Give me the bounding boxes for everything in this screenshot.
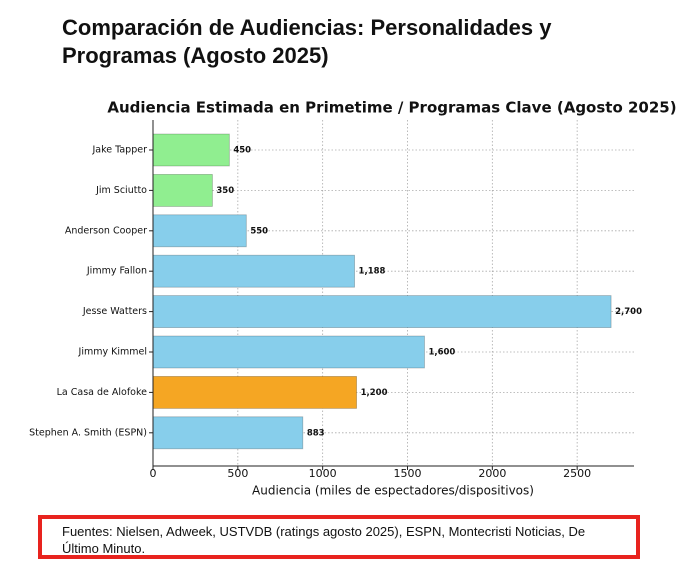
x-axis-label: Audiencia (miles de espectadores/disposi…: [252, 484, 534, 498]
x-tick-label: 2000: [478, 467, 506, 480]
value-label: 450: [233, 146, 251, 156]
x-tick-label: 0: [150, 467, 157, 480]
chart-title: Audiencia Estimada en Primetime / Progra…: [107, 99, 676, 117]
bar: [152, 295, 612, 329]
value-label: 883: [307, 428, 325, 438]
y-tick-label: Jim Sciutto: [95, 185, 147, 196]
y-tick-label: Jimmy Kimmel: [78, 347, 147, 358]
y-tick-label: Jesse Watters: [82, 306, 147, 317]
bar: [152, 133, 230, 167]
value-label: 2,700: [615, 307, 642, 317]
value-label: 1,188: [359, 267, 386, 277]
y-tick-label: Anderson Cooper: [65, 225, 147, 236]
bar: [152, 214, 247, 248]
value-label: 550: [250, 226, 268, 236]
y-tick-label: La Casa de Alofoke: [57, 387, 148, 398]
value-label: 1,200: [361, 388, 388, 398]
bar: [152, 335, 425, 369]
x-tick-label: 1000: [309, 467, 337, 480]
y-tick-label: Stephen A. Smith (ESPN): [29, 427, 147, 438]
bar: [152, 375, 357, 409]
bar: [152, 173, 213, 207]
bar: [152, 254, 355, 288]
y-tick-label: Jake Tapper: [91, 145, 147, 156]
x-tick-label: 2500: [563, 467, 591, 480]
x-tick-label: 500: [227, 467, 248, 480]
value-label: 350: [216, 186, 234, 196]
chart: Audiencia Estimada en Primetime / Progra…: [29, 99, 676, 498]
page-title: Comparación de Audiencias: Personalidade…: [62, 15, 552, 68]
note-box: Fuentes: Nielsen, Adweek, USTVDB (rating…: [38, 515, 640, 559]
y-tick-label: Jimmy Fallon: [86, 266, 147, 277]
note: Fuentes: Nielsen, Adweek, USTVDB (rating…: [62, 524, 586, 556]
value-label: 1,600: [428, 348, 455, 358]
x-tick-label: 1500: [393, 467, 421, 480]
bar: [152, 416, 304, 450]
